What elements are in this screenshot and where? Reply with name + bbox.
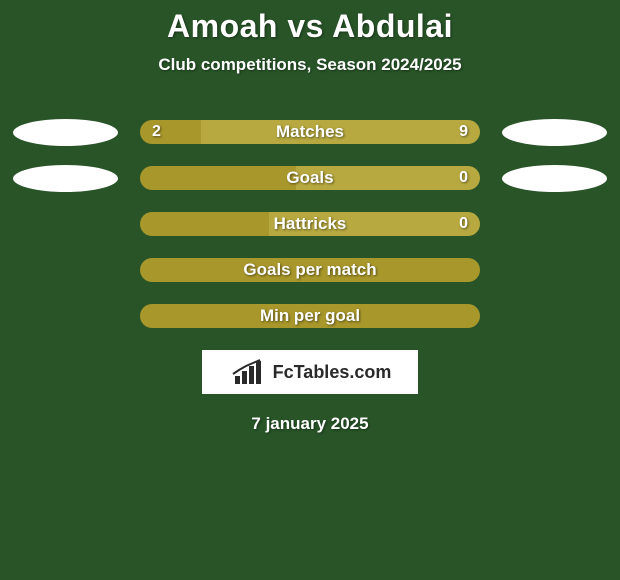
stat-bar: 0Goals: [140, 166, 480, 190]
player-badge-left: [13, 119, 118, 146]
fctables-chart-icon: [229, 358, 269, 386]
stat-label: Goals per match: [140, 258, 480, 282]
stat-label: Hattricks: [140, 212, 480, 236]
stat-label: Matches: [140, 120, 480, 144]
stat-label: Goals: [140, 166, 480, 190]
stat-bar: Min per goal: [140, 304, 480, 328]
player-badge-right: [502, 119, 607, 146]
stat-bar: Goals per match: [140, 258, 480, 282]
stat-row: Goals per match: [0, 258, 620, 282]
stat-row: 0Goals: [0, 166, 620, 190]
stat-row: 29Matches: [0, 120, 620, 144]
logo-box: FcTables.com: [202, 350, 418, 394]
logo-text: FcTables.com: [273, 362, 392, 383]
stat-bar: 29Matches: [140, 120, 480, 144]
stat-label: Min per goal: [140, 304, 480, 328]
stat-row: Min per goal: [0, 304, 620, 328]
stat-bar: 0Hattricks: [140, 212, 480, 236]
stat-row: 0Hattricks: [0, 212, 620, 236]
subtitle: Club competitions, Season 2024/2025: [0, 55, 620, 75]
player-badge-left: [13, 165, 118, 192]
stats-bars: 29Matches 0Goals 0Hattricks Goals per match…: [0, 120, 620, 328]
page-title: Amoah vs Abdulai: [0, 8, 620, 45]
player-badge-right: [502, 165, 607, 192]
date-label: 7 january 2025: [0, 414, 620, 434]
comparison-infographic: Amoah vs Abdulai Club competitions, Seas…: [0, 0, 620, 434]
